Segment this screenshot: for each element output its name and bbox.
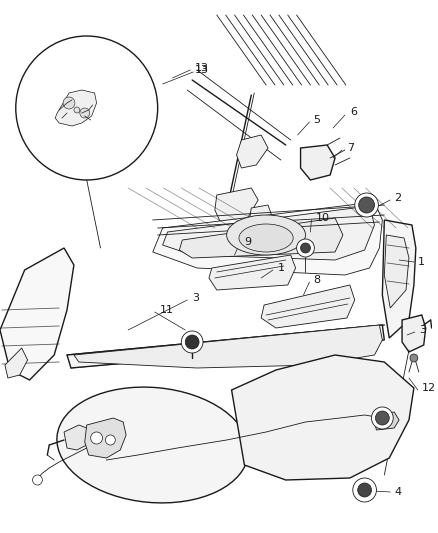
Polygon shape: [0, 248, 74, 380]
Text: 8: 8: [313, 275, 321, 285]
Polygon shape: [248, 205, 274, 245]
Circle shape: [375, 411, 389, 425]
Polygon shape: [374, 412, 399, 430]
Text: 1: 1: [418, 257, 425, 267]
Text: 1: 1: [278, 263, 285, 273]
Text: 10: 10: [315, 213, 329, 223]
Ellipse shape: [226, 215, 305, 255]
Polygon shape: [300, 145, 335, 180]
Circle shape: [16, 36, 158, 180]
Circle shape: [181, 331, 203, 353]
Text: 9: 9: [244, 237, 251, 247]
Circle shape: [300, 243, 311, 253]
Polygon shape: [179, 218, 343, 258]
Circle shape: [185, 335, 199, 349]
Circle shape: [359, 197, 374, 213]
Polygon shape: [74, 325, 382, 368]
Text: 6: 6: [350, 107, 357, 117]
Text: 13: 13: [195, 65, 209, 75]
Text: 11: 11: [159, 305, 173, 315]
Polygon shape: [232, 355, 414, 480]
Polygon shape: [237, 135, 268, 168]
Polygon shape: [261, 285, 355, 328]
Text: 3: 3: [192, 293, 199, 303]
Polygon shape: [153, 202, 382, 275]
Circle shape: [297, 239, 314, 257]
Circle shape: [371, 407, 393, 429]
Polygon shape: [67, 325, 384, 368]
Ellipse shape: [57, 387, 249, 503]
Circle shape: [355, 193, 378, 217]
Polygon shape: [5, 348, 28, 378]
Text: 7: 7: [347, 143, 354, 153]
Text: 5: 5: [313, 115, 320, 125]
Circle shape: [80, 108, 90, 118]
Circle shape: [74, 107, 80, 113]
Polygon shape: [384, 235, 409, 308]
Circle shape: [32, 475, 42, 485]
Polygon shape: [55, 90, 96, 126]
Polygon shape: [64, 425, 91, 450]
Circle shape: [63, 97, 75, 109]
Circle shape: [106, 435, 115, 445]
Text: 3: 3: [419, 325, 426, 335]
Circle shape: [358, 483, 371, 497]
Ellipse shape: [239, 224, 293, 252]
Text: 12: 12: [422, 383, 436, 393]
Text: 4: 4: [394, 487, 401, 497]
Text: 2: 2: [394, 193, 401, 203]
Circle shape: [410, 354, 418, 362]
Polygon shape: [382, 220, 416, 338]
Polygon shape: [162, 206, 374, 260]
Polygon shape: [215, 188, 258, 225]
Polygon shape: [209, 255, 296, 290]
Polygon shape: [402, 315, 426, 352]
Circle shape: [91, 432, 102, 444]
Circle shape: [353, 478, 376, 502]
Polygon shape: [85, 418, 126, 458]
Text: 13: 13: [195, 63, 209, 73]
